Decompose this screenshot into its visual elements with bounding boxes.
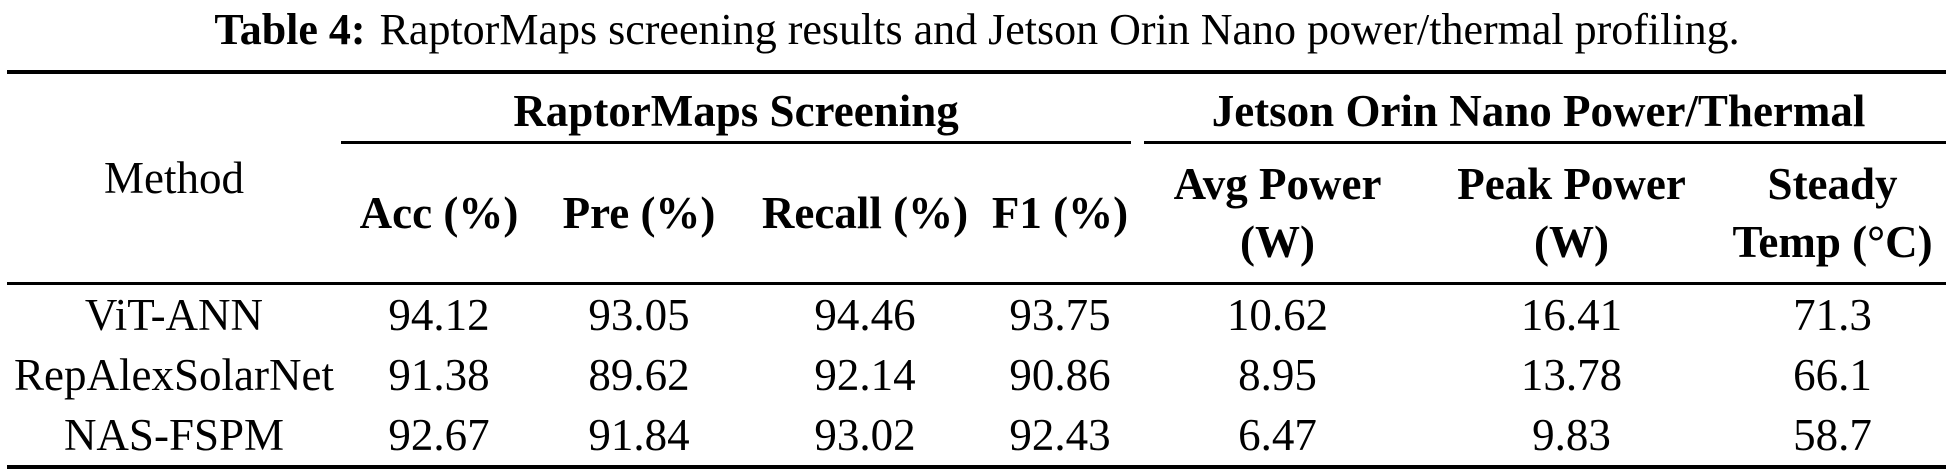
table-caption: Table 4: RaptorMaps screening results an… — [0, 0, 1954, 70]
column-header-steady-temp: Steady Temp (°C) — [1732, 159, 1933, 267]
cell-method: ViT-ANN — [7, 282, 341, 345]
cell-peak-power: 13.78 — [1520, 350, 1623, 400]
cell-avg-power: 8.95 — [1238, 350, 1317, 400]
caption-text: RaptorMaps screening results and Jetson … — [379, 4, 1740, 54]
caption-label: Table 4: — [214, 4, 366, 54]
cell-pre: 89.62 — [588, 350, 690, 400]
cell-f1: 90.86 — [1009, 350, 1111, 400]
cell-recall: 94.46 — [741, 282, 989, 345]
group-header-row: Method RaptorMaps Screening Jetson Orin … — [7, 72, 1946, 204]
table-row-nas-fspm: NAS-FSPM 92.67 91.84 93.02 92.43 6.47 9.… — [7, 405, 1946, 467]
results-table: Method RaptorMaps Screening Jetson Orin … — [7, 70, 1947, 469]
column-header-pre: Pre (%) — [562, 188, 716, 238]
group-header-raptormaps-screening: RaptorMaps Screening — [513, 85, 959, 136]
column-header-avg-power: Avg Power (W) — [1173, 159, 1382, 267]
column-header-recall: Recall (%) — [761, 188, 969, 238]
cell-method: NAS-FSPM — [63, 410, 285, 460]
cell-avg-power: 10.62 — [1131, 282, 1425, 345]
cell-pre: 91.84 — [588, 410, 690, 460]
cell-peak-power: 16.41 — [1424, 282, 1720, 345]
cell-steady-temp: 58.7 — [1793, 410, 1872, 460]
cell-recall: 93.02 — [814, 410, 916, 460]
cmidrule-row — [7, 141, 1947, 144]
cell-method: RepAlexSolarNet — [14, 350, 334, 400]
cell-recall: 92.14 — [814, 350, 916, 400]
subheader-row: Acc (%) Pre (%) Recall (%) F1 (%) Avg Po… — [7, 144, 1946, 284]
table-row-vit-ann: ViT-ANN 94.12 93.05 94.46 93.75 10.62 16… — [7, 282, 1947, 345]
cell-steady-temp: 71.3 — [1719, 282, 1947, 345]
cell-pre: 93.05 — [537, 282, 741, 345]
column-header-f1: F1 (%) — [991, 188, 1129, 238]
cell-avg-power: 6.47 — [1238, 410, 1317, 460]
cmidrule-cell-left — [341, 141, 1132, 144]
column-header-peak-power: Peak Power (W) — [1457, 159, 1686, 267]
column-header-acc: Acc (%) — [359, 188, 519, 238]
cmidrule-cell-right — [1131, 141, 1947, 144]
cell-acc: 91.38 — [388, 350, 490, 400]
table-row-repalexsolarnet: RepAlexSolarNet 91.38 89.62 92.14 90.86 … — [7, 345, 1946, 405]
cell-f1: 92.43 — [1009, 410, 1111, 460]
cell-acc: 94.12 — [341, 282, 537, 345]
cmidrule-raptormaps — [341, 141, 1132, 144]
group-header-jetson-power-thermal: Jetson Orin Nano Power/Thermal — [1211, 85, 1866, 136]
cell-steady-temp: 66.1 — [1793, 350, 1872, 400]
column-header-method: Method — [104, 153, 244, 203]
cell-f1: 93.75 — [989, 282, 1132, 345]
cell-peak-power: 9.83 — [1532, 410, 1611, 460]
cmidrule-jetson — [1144, 141, 1947, 144]
cell-acc: 92.67 — [388, 410, 490, 460]
